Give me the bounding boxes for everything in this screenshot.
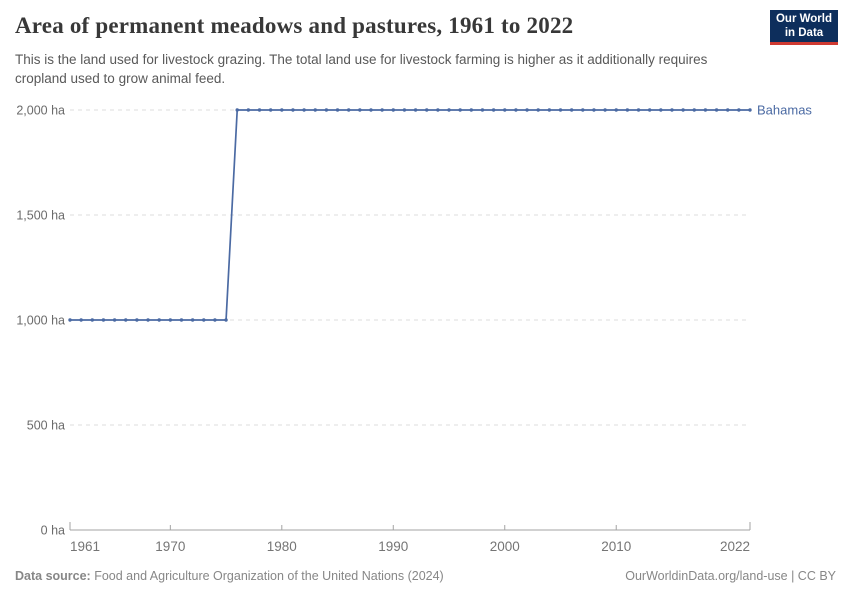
data-point-marker [480,108,485,112]
x-tick-label: 1990 [378,539,408,554]
data-point-marker [748,108,752,112]
data-point-marker [737,108,741,112]
data-point-marker [581,108,585,112]
y-tick-label: 1,500 ha [16,209,65,223]
data-point-marker [614,108,618,112]
data-point-marker [469,108,474,112]
data-point-marker [369,108,373,112]
y-tick-label: 0 ha [41,524,65,538]
data-point-marker [224,318,228,322]
data-point-marker [391,108,395,112]
data-point-marker [536,108,540,112]
x-tick-label: 1961 [70,539,100,554]
data-point-marker [79,318,83,322]
data-point-marker [90,318,94,322]
data-source-label: Data source: [15,569,91,583]
data-point-marker [124,318,128,322]
data-point-marker [302,108,306,112]
data-point-marker [112,318,117,322]
data-point-marker [402,108,407,112]
data-point-marker [146,318,150,322]
data-point-marker [603,108,607,112]
y-tick-label: 500 ha [27,419,65,433]
data-point-marker [592,108,596,112]
data-point-marker [525,108,529,112]
data-point-marker [380,108,384,112]
data-point-marker [670,108,674,112]
x-tick-label: 2022 [720,539,750,554]
page-title: Area of permanent meadows and pastures, … [15,13,574,38]
data-point-marker [280,108,284,112]
data-point-marker [246,108,251,112]
data-point-marker [213,318,217,322]
data-point-marker [625,108,630,112]
data-point-marker [358,108,362,112]
footer-url: OurWorldinData.org/land-use | CC BY [625,569,836,583]
data-point-marker [313,108,317,112]
data-point-marker [168,318,173,322]
data-source-text: Food and Agriculture Organization of the… [90,569,444,583]
data-point-marker [558,108,563,112]
data-point-marker [157,318,161,322]
data-point-marker [179,318,184,322]
data-point-marker [491,108,496,112]
owid-logo-line1: Our World [775,12,832,25]
page-subtitle: This is the land used for livestock graz… [15,52,708,86]
data-source: Data source: Food and Agriculture Organi… [15,569,444,583]
data-point-marker [346,108,351,112]
data-point-marker [692,108,696,112]
data-point-marker [202,318,206,322]
data-point-marker [636,108,641,112]
x-tick-label: 1980 [267,539,297,554]
data-point-marker [413,108,418,112]
x-tick-label: 2000 [490,539,520,554]
x-tick-label: 1970 [155,539,185,554]
data-point-marker [235,108,239,112]
data-point-marker [335,108,340,112]
owid-logo-line2: in Data [784,27,824,39]
data-point-marker [714,108,719,112]
data-point-marker [447,108,451,112]
y-tick-label: 1,000 ha [16,314,65,328]
data-point-marker [68,318,72,322]
data-point-marker [514,108,518,112]
data-point-marker [324,108,329,112]
data-point-marker [190,318,195,322]
data-point-marker [268,108,273,112]
data-point-marker [703,108,708,112]
owid-logo: Our World in Data [770,10,838,45]
data-point-marker [101,318,106,322]
series-label: Bahamas [757,103,812,118]
x-tick-label: 2010 [601,539,631,554]
data-point-marker [135,318,139,322]
data-point-marker [726,108,730,112]
data-point-marker [647,108,652,112]
data-point-marker [681,108,685,112]
data-point-marker [436,108,440,112]
series-line [70,109,750,321]
y-tick-label: 2,000 ha [16,104,65,118]
data-point-marker [659,108,663,112]
data-point-marker [569,108,574,112]
data-point-marker [291,108,295,112]
data-point-marker [458,108,462,112]
data-point-marker [503,108,507,112]
data-point-marker [425,108,429,112]
data-point-marker [257,108,262,112]
data-point-marker [547,108,552,112]
